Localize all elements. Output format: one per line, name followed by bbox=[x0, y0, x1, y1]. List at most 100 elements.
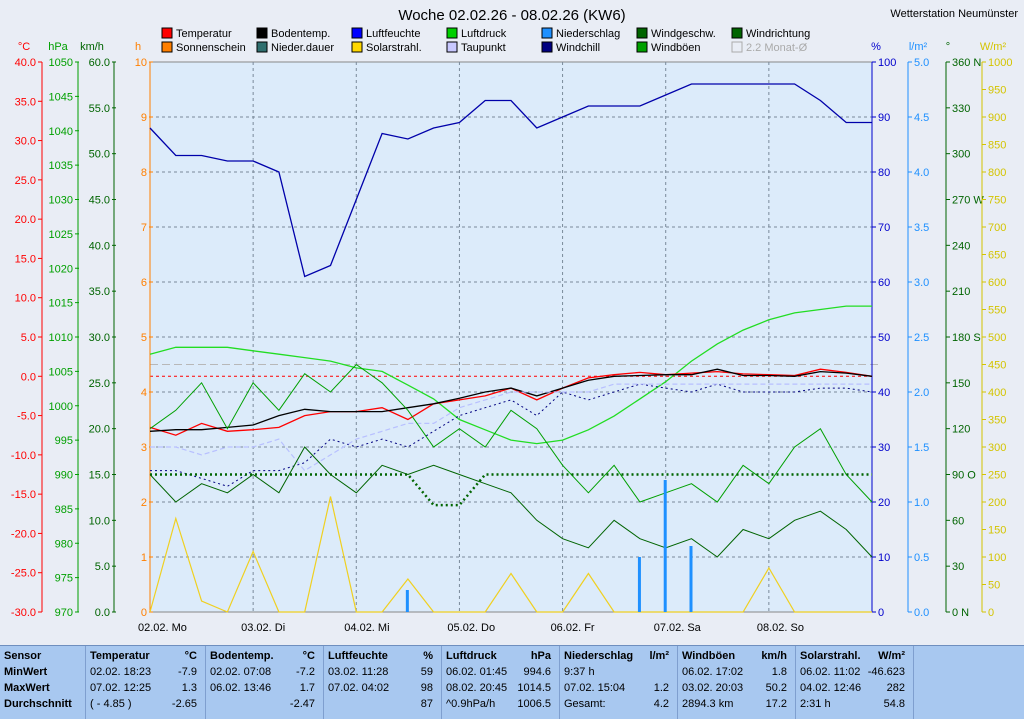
x-axis-label: 07.02. Sa bbox=[654, 622, 702, 634]
temp-axis-tick: -20.0 bbox=[11, 528, 36, 540]
solar-axis-tick: 1000 bbox=[988, 57, 1012, 69]
legend-swatch bbox=[351, 27, 363, 39]
legend-swatch bbox=[731, 27, 743, 39]
solar-axis-tick: 0 bbox=[988, 607, 994, 619]
stats-column: Bodentemp. °C 02.02. 07:08 -7.2 06.02. 13:46… bbox=[206, 646, 324, 719]
x-axis-label: 06.02. Fr bbox=[551, 622, 595, 634]
rain-bar bbox=[637, 557, 641, 612]
solar-axis-tick: 600 bbox=[988, 277, 1006, 289]
pressure-axis-tick: 1035 bbox=[49, 160, 73, 172]
rain-axis-tick: 2.5 bbox=[914, 332, 929, 344]
stats-cell-info: 08.02. 20:45 bbox=[446, 682, 508, 694]
temp-axis-tick: -10.0 bbox=[11, 450, 36, 462]
stats-cell-value: -46.623 bbox=[867, 666, 905, 678]
stats-cell-info: ( - 4.85 ) bbox=[90, 698, 132, 710]
stats-column-name: Luftdruck bbox=[446, 650, 497, 662]
stats-cell-value: -7.9 bbox=[178, 666, 197, 678]
stats-cell-info: Gesamt: bbox=[564, 698, 606, 710]
rain-axis-tick: 4.5 bbox=[914, 112, 929, 124]
stats-column-name: Niederschlag bbox=[564, 650, 634, 662]
humidity-axis-tick: 90 bbox=[878, 112, 890, 124]
solar-axis-tick: 250 bbox=[988, 470, 1006, 482]
pressure-axis-tick: 1050 bbox=[49, 57, 73, 69]
sun-axis-tick: 9 bbox=[141, 112, 147, 124]
pressure-axis-tick: 1000 bbox=[49, 401, 73, 413]
stats-column-unit: l/m² bbox=[649, 650, 669, 662]
stats-row: 08.02. 20:45 1014.5 bbox=[446, 680, 555, 696]
temp-axis-tick: -5.0 bbox=[17, 411, 36, 423]
stats-cell-value: 50.2 bbox=[765, 682, 787, 694]
solar-axis-tick: 100 bbox=[988, 552, 1006, 564]
legend-label: Temperatur bbox=[176, 28, 232, 40]
legend-swatch bbox=[731, 41, 743, 53]
stats-row: 06.02. 17:02 1.8 bbox=[682, 664, 791, 680]
dir-axis-tick: 150 bbox=[952, 378, 970, 390]
sun-axis-tick: 7 bbox=[141, 222, 147, 234]
wind-axis-unit: km/h bbox=[80, 41, 104, 53]
stats-label-column: Sensor MinWert MaxWert Durchschnitt bbox=[0, 646, 86, 719]
legend-swatch bbox=[636, 41, 648, 53]
pressure-axis-tick: 1045 bbox=[49, 91, 73, 103]
rain-axis-tick: 0.0 bbox=[914, 607, 929, 619]
legend-swatch bbox=[256, 27, 268, 39]
temp-axis-tick: 40.0 bbox=[15, 57, 36, 69]
wind-axis-tick: 25.0 bbox=[89, 378, 110, 390]
stats-cell-info: 06.02. 01:45 bbox=[446, 666, 508, 678]
stats-cell-info: 06.02. 17:02 bbox=[682, 666, 744, 678]
stats-column-unit: km/h bbox=[761, 650, 787, 662]
pressure-axis-tick: 990 bbox=[55, 470, 73, 482]
dir-axis-tick: 120 bbox=[952, 424, 970, 436]
stats-row: 07.02. 04:02 98 bbox=[328, 680, 437, 696]
stats-cell-value: 87 bbox=[420, 698, 433, 710]
dir-axis-tick: 180 S bbox=[952, 332, 981, 344]
wind-axis-tick: 15.0 bbox=[89, 470, 110, 482]
humidity-axis-tick: 40 bbox=[878, 387, 890, 399]
stats-column-header: Temperatur °C bbox=[90, 648, 201, 664]
legend-swatch bbox=[351, 41, 363, 53]
solar-axis-tick: 900 bbox=[988, 112, 1006, 124]
legend-label: Sonnenschein bbox=[176, 42, 246, 54]
stats-cell-info: ^0.9hPa/h bbox=[446, 698, 496, 710]
wind-axis-tick: 45.0 bbox=[89, 195, 110, 207]
dir-axis-tick: 0 N bbox=[952, 607, 969, 619]
pressure-axis-tick: 1025 bbox=[49, 229, 73, 241]
stats-column-unit: °C bbox=[302, 650, 315, 662]
stats-cell-value: 1.2 bbox=[653, 682, 669, 694]
dir-axis-tick: 210 bbox=[952, 286, 970, 298]
solar-axis-unit: W/m² bbox=[980, 41, 1007, 53]
stats-column: Luftfeuchte% 03.02. 11:28 59 07.02. 04:02 98… bbox=[324, 646, 442, 719]
rain-axis-tick: 4.0 bbox=[914, 167, 929, 179]
stats-row: 03.02. 20:03 50.2 bbox=[682, 680, 791, 696]
solar-axis-tick: 200 bbox=[988, 497, 1006, 509]
temp-axis-tick: 20.0 bbox=[15, 214, 36, 226]
pressure-axis-tick: 1040 bbox=[49, 126, 73, 138]
sun-axis-tick: 4 bbox=[141, 387, 147, 399]
dir-axis-tick: 240 bbox=[952, 240, 970, 252]
stats-cell-info: 04.02. 12:46 bbox=[800, 682, 862, 694]
temp-axis-unit: °C bbox=[18, 41, 30, 53]
stats-row: 02.02. 07:08 -7.2 bbox=[210, 664, 319, 680]
pressure-axis-tick: 975 bbox=[55, 573, 73, 585]
humidity-axis-tick: 10 bbox=[878, 552, 890, 564]
sun-axis-tick: 3 bbox=[141, 442, 147, 454]
pressure-axis-tick: 1005 bbox=[49, 366, 73, 378]
legend-label: Taupunkt bbox=[461, 42, 506, 54]
temp-axis-tick: 25.0 bbox=[15, 175, 36, 187]
legend-label: Solarstrahl. bbox=[366, 42, 422, 54]
stats-column-name: Temperatur bbox=[90, 650, 150, 662]
dir-axis-tick: 360 N bbox=[952, 57, 981, 69]
x-axis-label: 03.02. Di bbox=[241, 622, 285, 634]
stats-cell-info: 06.02. 13:46 bbox=[210, 682, 272, 694]
solar-axis-tick: 150 bbox=[988, 525, 1006, 537]
stats-column-unit: % bbox=[423, 650, 433, 662]
stats-column-header: Niederschlag l/m² bbox=[564, 648, 673, 664]
sun-axis-tick: 0 bbox=[141, 607, 147, 619]
legend-label: Niederschlag bbox=[556, 28, 620, 40]
solar-axis-tick: 850 bbox=[988, 140, 1006, 152]
stats-cell-info: 06.02. 11:02 bbox=[800, 666, 861, 678]
wind-axis-tick: 55.0 bbox=[89, 103, 110, 115]
temp-axis-tick: 0.0 bbox=[21, 371, 36, 383]
rain-axis-unit: l/m² bbox=[909, 41, 928, 53]
temp-axis-tick: -30.0 bbox=[11, 607, 36, 619]
legend-swatch bbox=[636, 27, 648, 39]
